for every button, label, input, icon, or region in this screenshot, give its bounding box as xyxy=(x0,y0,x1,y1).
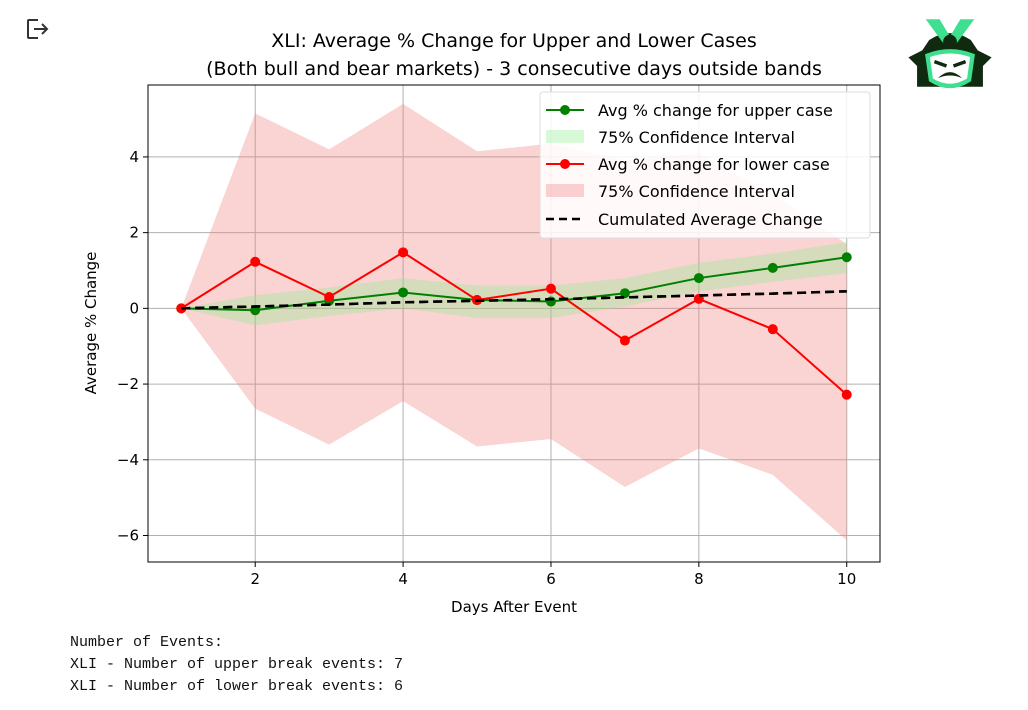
legend: Avg % change for upper case 75% Confiden… xyxy=(539,91,871,239)
confidence-band-upper xyxy=(181,242,847,326)
legend-cumulated: Cumulated Average Change xyxy=(598,210,823,229)
x-tick-label: 10 xyxy=(837,570,856,588)
legend-upper-ci: 75% Confidence Interval xyxy=(598,128,795,147)
data-point xyxy=(545,283,556,294)
data-point xyxy=(619,288,630,299)
cell-output: Number of Events: XLI - Number of upper b… xyxy=(70,632,403,698)
data-point xyxy=(841,389,852,400)
output-line: XLI - Number of lower break events: 6 xyxy=(70,678,404,695)
samurai-logo xyxy=(908,19,992,89)
x-tick-label: 2 xyxy=(250,570,260,588)
series-line xyxy=(180,251,848,396)
data-point xyxy=(250,256,261,267)
output-line: Number of Events: xyxy=(70,634,224,651)
chart: XLI: Average % Change for Upper and Lowe… xyxy=(82,30,881,616)
y-tick-label: −2 xyxy=(117,375,139,393)
data-point xyxy=(398,247,409,258)
data-point xyxy=(841,252,852,263)
data-point xyxy=(693,273,704,284)
chart-title: XLI: Average % Change for Upper and Lowe… xyxy=(271,30,756,52)
y-tick-label: −4 xyxy=(117,451,139,469)
y-tick-label: 2 xyxy=(129,224,139,242)
output-line: XLI - Number of upper break events: 7 xyxy=(70,656,404,673)
x-tick-label: 4 xyxy=(398,570,408,588)
data-point xyxy=(767,324,778,335)
x-axis-label: Days After Event xyxy=(451,598,577,616)
series-line xyxy=(181,256,847,312)
y-axis-label: Average % Change xyxy=(82,252,100,395)
legend-lower: Avg % change for lower case xyxy=(598,155,830,174)
data-point xyxy=(398,287,409,298)
cumulated-line xyxy=(181,290,847,310)
legend-upper: Avg % change for upper case xyxy=(598,101,833,120)
exit-icon[interactable] xyxy=(24,16,50,42)
y-tick-label: 4 xyxy=(129,148,139,166)
y-tick-label: −6 xyxy=(117,527,139,545)
data-point xyxy=(619,335,630,346)
y-tick-label: 0 xyxy=(129,299,139,317)
legend-lower-ci: 75% Confidence Interval xyxy=(598,182,795,201)
data-point xyxy=(324,292,335,302)
data-point xyxy=(767,262,778,273)
chart-subtitle: (Both bull and bear markets) - 3 consecu… xyxy=(206,58,822,80)
plot-frame xyxy=(147,84,881,563)
x-tick-label: 8 xyxy=(694,570,704,588)
x-tick-label: 6 xyxy=(546,570,556,588)
